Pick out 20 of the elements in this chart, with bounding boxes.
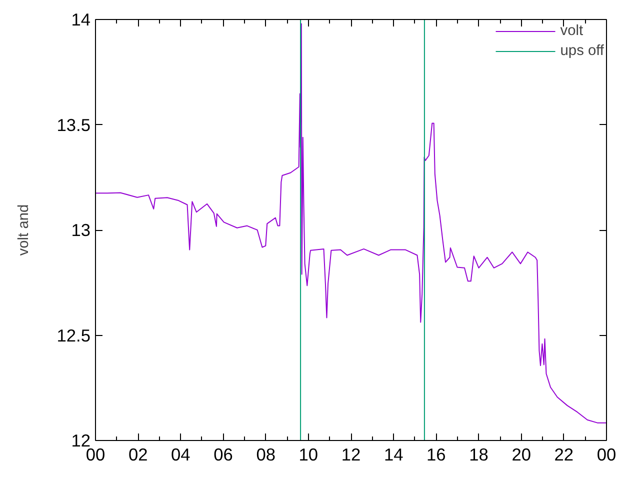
x-tick-label: 08 [256,444,276,464]
text: volt [560,23,584,39]
y-tick-label: 12.5 [56,325,91,346]
x-tick-label: 22 [554,444,574,464]
y-tick-label: 13.5 [56,114,91,135]
x-tick-label: 06 [214,444,233,464]
legend-label: ups off [560,43,604,59]
x-tick-label: 18 [469,444,488,464]
x-tick-label: 02 [128,444,148,464]
x-tick-label: 14 [384,444,404,464]
x-tick-label: 20 [512,444,531,464]
x-tick-label: 00 [86,444,106,464]
x-tick-label: 04 [171,444,191,464]
y-tick-label: 13 [71,220,91,240]
y-tick-label: 14 [71,10,91,30]
x-tick-label: 12 [341,444,361,464]
x-tick-label: 10 [298,444,318,464]
y-axis-title: volt and [16,204,32,256]
x-tick-label: 16 [426,444,446,464]
x-tick-label: 00 [596,444,616,464]
